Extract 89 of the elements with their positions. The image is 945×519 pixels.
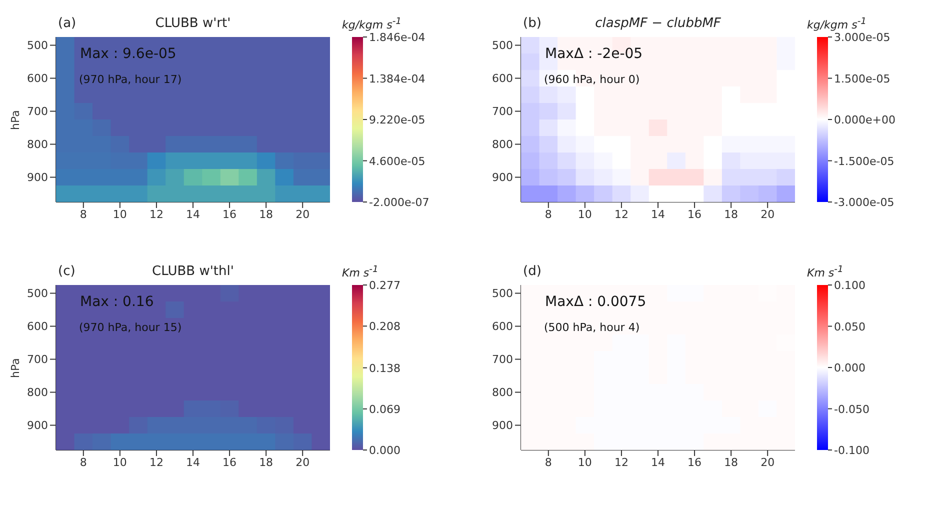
color-bar-title: Km s$^{-1}$ [342,264,378,280]
chart-title: CLUBB w'thl' [152,264,234,279]
color-bar-label: 3.000e-05 [834,31,890,44]
y-tick-label: 600 [27,72,48,86]
x-tick-label: 20 [296,456,310,469]
color-bar-label: 0.000 [834,362,866,374]
y-tick-label: 800 [492,386,513,400]
x-tick-label: 10 [578,208,592,221]
x-tick-label: 12 [149,456,164,469]
y-tick-label: 800 [492,138,513,152]
annotation: Max : 0.16 [79,293,155,312]
x-tick-label: 18 [724,456,738,469]
annotation: (970 hPa, hour 15) [78,320,183,336]
color-bar-label: 1.384e-04 [369,72,426,86]
x-tick-label: 12 [149,208,164,221]
color-bar-label: 0.100 [834,279,866,292]
y-tick-label: 600 [27,320,48,334]
color-bar-label: 0.000 [369,444,400,457]
x-tick-label: 18 [724,208,738,221]
y-tick-label: 800 [27,386,48,400]
x-tick-label: 16 [222,456,237,469]
y-tick-label: 600 [492,72,513,86]
x-tick-label: 8 [80,208,87,221]
x-tick-label: 14 [186,456,200,469]
x-tick-label: 8 [544,456,552,469]
x-tick-label: 10 [112,456,127,469]
y-tick-label: 600 [492,320,513,334]
annotation: (960 hPa, hour 0) [543,72,641,88]
annotation: Max : 9.6e-05 [79,45,178,64]
x-tick-label: 8 [544,208,552,221]
annotation: MaxΔ : 0.0075 [544,293,648,312]
y-tick-label: 900 [492,171,513,184]
color-bar-label: 0.050 [834,320,866,334]
text: (b) [523,16,542,31]
color-bar-label: -0.050 [834,402,870,416]
color-bar-label: 0.000e+00 [834,114,896,126]
color-bar-label: -3.000e-05 [834,196,894,209]
color-bar-title: kg/kgm s$^{-1}$ [342,16,402,32]
x-tick-label: 16 [688,208,702,221]
text: (c) [58,264,76,279]
x-tick-label: 10 [578,456,592,469]
y-tick-label: 500 [492,287,513,300]
text: (d) [523,264,542,279]
annotation: MaxΔ : -2e-05 [544,45,644,64]
y-tick-label: 500 [27,39,48,52]
x-tick-label: 18 [259,208,274,221]
y-tick-label: 800 [27,138,48,152]
color-bar-label: 0.277 [369,279,400,292]
x-tick-label: 14 [651,208,665,221]
y-tick-label: 900 [492,419,513,432]
x-tick-label: 14 [651,456,665,469]
x-tick-label: 8 [80,456,87,469]
y-axis-title: hPa [8,356,23,380]
color-bar-label: 0.208 [369,320,400,334]
y-tick-label: 900 [27,419,48,432]
y-tick-label: 700 [492,353,513,366]
chart-title: claspMF − clubbMF [595,16,721,31]
y-tick-label: 900 [27,171,48,184]
x-tick-label: 18 [259,456,274,469]
text: (a) [58,16,76,31]
color-bar-label: 0.069 [369,402,400,416]
x-tick-label: 20 [296,208,310,221]
color-bar-title: Km s$^{-1}$ [807,264,844,280]
y-tick-label: 700 [27,105,48,118]
x-tick-label: 12 [614,456,628,469]
x-tick-label: 16 [688,456,702,469]
color-bar-title: kg/kgm s$^{-1}$ [807,16,866,32]
color-bar-label: 0.138 [369,362,400,375]
y-tick-label: 500 [27,287,48,300]
y-tick-label: 700 [27,353,48,366]
y-tick-label: 700 [492,105,513,118]
y-tick-label: 500 [492,39,513,52]
x-tick-label: 20 [760,208,775,221]
color-bar-label: 9.220e-05 [369,114,426,126]
x-tick-label: 20 [760,456,775,469]
x-tick-label: 14 [186,208,200,221]
color-bar-label: -2.000e-07 [369,196,430,209]
x-tick-label: 16 [222,208,237,221]
color-bar-label: 1.846e-04 [369,31,426,44]
color-bar-label: -1.500e-05 [834,154,894,168]
annotation: (970 hPa, hour 17) [78,72,183,88]
x-tick-label: 12 [614,208,628,221]
annotation: (500 hPa, hour 4) [543,320,641,336]
chart-title: CLUBB w'rt' [155,16,231,31]
y-axis-title: hPa [8,108,23,132]
color-bar-label: -0.100 [834,444,870,457]
color-bar-label: 4.600e-05 [369,154,426,168]
color-bar-label: 1.500e-05 [834,72,890,86]
x-tick-label: 10 [112,208,127,221]
